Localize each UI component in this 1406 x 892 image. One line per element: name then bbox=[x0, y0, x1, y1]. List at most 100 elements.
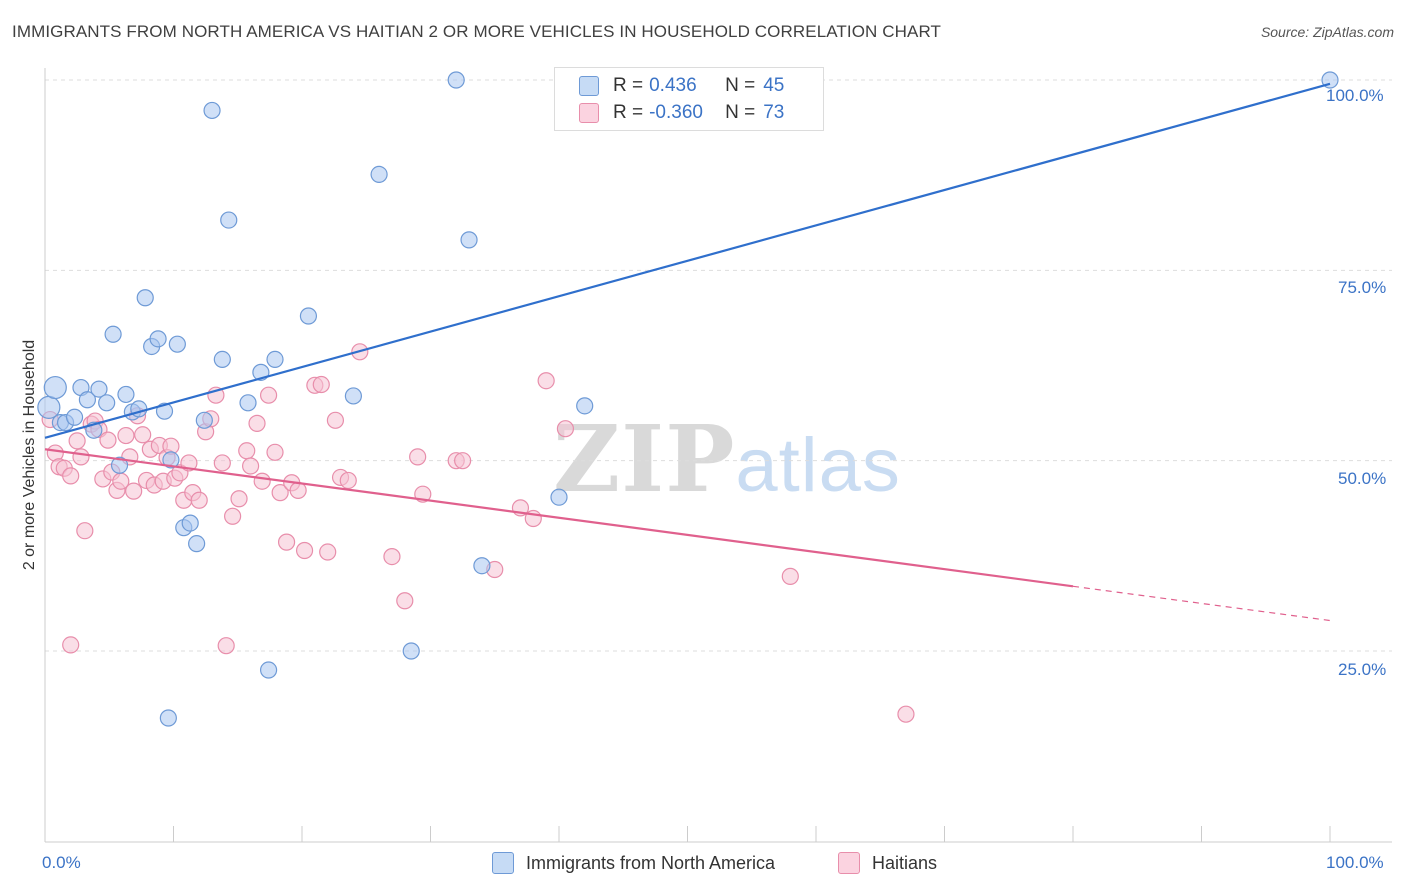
haitians-trendline bbox=[44, 448, 1074, 588]
immigrants-point bbox=[162, 451, 180, 469]
y-tick-label-75: 75.0% bbox=[1338, 278, 1387, 297]
haitians-point bbox=[213, 454, 231, 472]
legend-row-immigrants: R = 0.436 N = 45 bbox=[579, 74, 784, 98]
haitians-point bbox=[238, 442, 256, 460]
haitians-point bbox=[72, 448, 90, 466]
x-tick-label-100: 100.0% bbox=[1326, 853, 1384, 872]
immigrants-point bbox=[155, 402, 174, 420]
immigrants-point bbox=[78, 391, 97, 409]
legend-swatch-pink bbox=[579, 103, 599, 123]
haitians-point bbox=[409, 448, 427, 466]
immigrants-point bbox=[576, 397, 594, 415]
chart-title: IMMIGRANTS FROM NORTH AMERICA VS HAITIAN… bbox=[12, 22, 942, 41]
x-tick-label-0: 0.0% bbox=[42, 853, 81, 872]
haitians-point bbox=[556, 420, 575, 438]
legend-swatch-blue bbox=[579, 76, 599, 96]
haitians-point bbox=[190, 491, 208, 509]
legend-item-haitians[interactable]: Haitians bbox=[838, 852, 937, 874]
haitians-point bbox=[134, 426, 152, 444]
immigrants-point bbox=[402, 642, 420, 660]
immigrants-trendline bbox=[44, 82, 1331, 439]
y-tick-label-25: 25.0% bbox=[1338, 660, 1387, 679]
haitians-point bbox=[295, 541, 314, 560]
immigrants-point bbox=[104, 325, 122, 343]
haitians-point bbox=[99, 431, 117, 449]
series-legend: Immigrants from North America Haitians bbox=[0, 852, 1406, 878]
y-tick-label-100: 100.0% bbox=[1326, 86, 1384, 105]
watermark: ZIPatlas bbox=[553, 405, 901, 513]
haitians-point bbox=[897, 705, 915, 723]
immigrants-point bbox=[90, 380, 108, 398]
haitians-point bbox=[396, 592, 414, 610]
immigrants-point bbox=[299, 307, 318, 325]
legend-n-value: 73 bbox=[763, 102, 785, 123]
legend-r-label: R = bbox=[613, 102, 644, 123]
immigrants-point bbox=[259, 661, 278, 679]
haitians-point bbox=[125, 482, 143, 500]
immigrants-point bbox=[188, 535, 206, 553]
immigrants-point bbox=[181, 514, 199, 532]
haitians-point bbox=[271, 484, 289, 502]
haitians-trendline-extension bbox=[1072, 585, 1331, 622]
legend-n-label: N = bbox=[725, 102, 756, 123]
immigrants-point bbox=[195, 411, 213, 429]
immigrants-point bbox=[117, 385, 135, 404]
watermark-atlas: atlas bbox=[735, 423, 901, 508]
immigrants-point bbox=[65, 408, 84, 426]
immigrants-point bbox=[159, 709, 177, 727]
haitians-point bbox=[781, 567, 799, 585]
source-label: Source: ZipAtlas.com bbox=[1260, 24, 1394, 40]
immigrants-point bbox=[98, 394, 116, 412]
haitians-point bbox=[326, 411, 345, 429]
legend-r-label: R = bbox=[613, 75, 644, 96]
legend-label-immigrants: Immigrants from North America bbox=[526, 852, 776, 873]
immigrants-point bbox=[473, 557, 491, 575]
haitians-point bbox=[259, 386, 278, 404]
haitians-point bbox=[217, 637, 235, 655]
haitians-point bbox=[319, 543, 337, 561]
haitians-point bbox=[537, 372, 555, 390]
haitians-point bbox=[248, 414, 266, 432]
legend-r-value: 0.436 bbox=[649, 75, 697, 96]
immigrants-point bbox=[168, 335, 186, 353]
immigrants-point bbox=[203, 101, 221, 120]
stats-legend: R = 0.436 N = 45 R = -0.360 N = 73 bbox=[554, 67, 824, 131]
immigrants-point bbox=[447, 71, 465, 89]
haitians-point bbox=[454, 452, 472, 470]
legend-row-haitians: R = -0.360 N = 73 bbox=[579, 101, 784, 125]
haitians-point bbox=[68, 432, 86, 450]
immigrants-point bbox=[550, 488, 568, 506]
legend-n-value: 45 bbox=[763, 75, 785, 96]
legend-swatch-immigrants bbox=[492, 852, 514, 874]
haitians-point bbox=[253, 472, 271, 490]
immigrants-point bbox=[43, 375, 67, 400]
haitians-point bbox=[242, 457, 260, 475]
haitians-point bbox=[62, 636, 80, 654]
immigrants-point bbox=[344, 387, 362, 405]
legend-n-label: N = bbox=[725, 75, 756, 96]
y-tick-label-50: 50.0% bbox=[1338, 469, 1387, 488]
immigrants-point bbox=[460, 231, 478, 249]
legend-swatch-haitians bbox=[838, 852, 860, 874]
haitians-point bbox=[312, 375, 330, 394]
immigrants-point bbox=[136, 289, 154, 307]
haitians-point bbox=[117, 426, 135, 445]
haitians-point bbox=[383, 547, 401, 566]
watermark-zip: ZIP bbox=[553, 405, 736, 513]
haitians-point bbox=[224, 507, 242, 525]
immigrants-point bbox=[370, 165, 388, 184]
haitians-point bbox=[339, 471, 357, 490]
immigrants-point bbox=[220, 211, 238, 229]
haitians-point bbox=[62, 467, 80, 485]
legend-item-immigrants[interactable]: Immigrants from North America bbox=[492, 852, 775, 874]
legend-r-value: -0.360 bbox=[649, 102, 703, 123]
immigrants-point bbox=[149, 330, 167, 348]
immigrants-point bbox=[110, 456, 129, 474]
haitians-point bbox=[266, 443, 284, 461]
immigrants-point bbox=[239, 394, 257, 412]
immigrants-point bbox=[213, 350, 231, 369]
y-axis-label: 2 or more Vehicles in Household bbox=[21, 339, 38, 571]
immigrants-point bbox=[266, 350, 284, 369]
haitians-point bbox=[230, 490, 248, 508]
